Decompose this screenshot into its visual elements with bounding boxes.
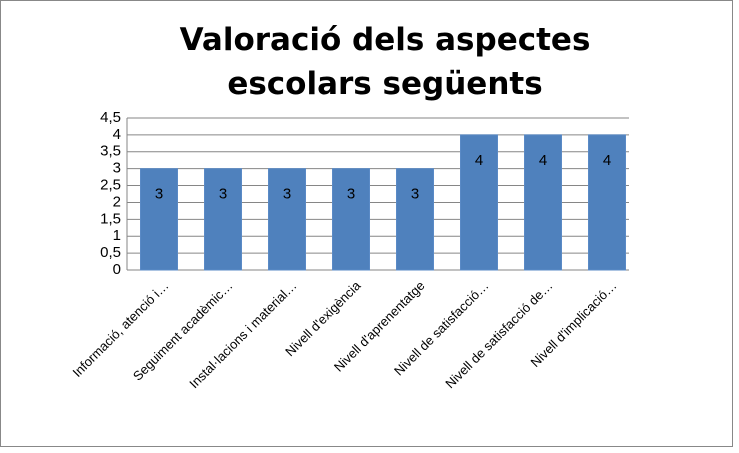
y-tick-label: 3	[113, 160, 121, 177]
y-tick-label: 4	[113, 126, 121, 143]
data-label: 3	[283, 186, 291, 203]
bar	[268, 168, 306, 271]
x-tick-label: Instal·lacions i material…	[186, 278, 299, 391]
data-label: 3	[219, 186, 227, 203]
bar	[140, 168, 178, 271]
bar	[460, 134, 498, 271]
y-tick-label: 1,5	[100, 210, 121, 227]
data-label: 4	[603, 152, 611, 169]
data-label: 3	[347, 186, 355, 203]
data-label: 3	[411, 186, 419, 203]
y-tick-label: 2	[113, 193, 121, 210]
chart-title: Valoració dels aspectes escolars següent…	[179, 22, 591, 102]
bar	[332, 168, 370, 271]
data-label: 3	[155, 186, 163, 203]
data-label: 4	[475, 152, 483, 169]
y-tick-label: 2,5	[100, 177, 121, 194]
chart-frame	[0, 0, 733, 447]
y-tick-label: 3,5	[100, 143, 121, 160]
bar	[588, 134, 626, 271]
bar	[204, 168, 242, 271]
y-tick-label: 0,5	[100, 244, 121, 261]
bar	[524, 134, 562, 271]
y-tick-label: 1	[113, 227, 121, 244]
data-label: 4	[539, 152, 547, 169]
x-tick-label: Nivell de satisfacció de…	[442, 278, 555, 391]
y-tick-label: 4,5	[100, 109, 121, 126]
y-tick-label: 0	[113, 261, 121, 278]
bar	[396, 168, 434, 271]
